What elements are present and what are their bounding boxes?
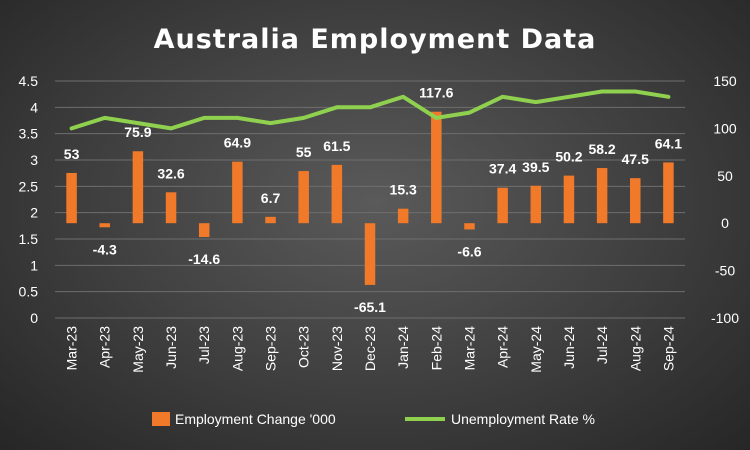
legend-swatch-employment	[152, 412, 170, 426]
bar	[198, 223, 210, 238]
bar	[331, 164, 343, 224]
x-tick-label: Nov-23	[329, 326, 345, 371]
data-label: 32.6	[157, 165, 184, 181]
bar	[563, 175, 575, 224]
bar	[431, 111, 442, 224]
left-tick-label: 0	[30, 310, 38, 326]
x-tick-label: Feb-24	[428, 326, 444, 371]
line-series	[69, 89, 671, 131]
x-tick-label: Jun-23	[163, 326, 179, 369]
right-tick-label: -100	[711, 310, 739, 326]
data-label: 64.1	[655, 135, 682, 151]
bar	[66, 172, 77, 224]
data-label: -14.6	[188, 251, 220, 267]
data-label: 58.2	[588, 141, 615, 157]
right-tick-label: 0	[721, 215, 729, 231]
left-tick-label: 4.5	[19, 73, 39, 89]
bar	[530, 185, 542, 224]
chart-title: Australia Employment Data	[154, 24, 597, 55]
legend: Employment Change '000 Unemployment Rate…	[152, 411, 595, 427]
data-label: 47.5	[622, 151, 649, 167]
bar	[165, 192, 177, 224]
x-tick-label: Aug-24	[627, 326, 643, 371]
bar	[232, 161, 243, 224]
bar	[663, 162, 674, 224]
data-label: 61.5	[323, 138, 350, 154]
data-label: 50.2	[555, 149, 582, 165]
left-tick-label: 3.5	[19, 126, 39, 142]
x-tick-label: Sep-24	[660, 326, 676, 371]
left-tick-label: 3	[30, 152, 38, 168]
x-tick-label: Apr-24	[495, 326, 511, 368]
left-tick-label: 2	[30, 205, 38, 221]
data-label: -65.1	[354, 299, 386, 315]
data-label: 117.6	[419, 85, 453, 101]
x-tick-label: Jul-24	[594, 326, 610, 364]
left-tick-label: 2.5	[19, 178, 39, 194]
bar	[298, 171, 309, 224]
data-label: 15.3	[390, 182, 417, 198]
left-axis: 0 0.5 1 1.5 2 2.5 3 3.5 4 4.5	[19, 73, 39, 326]
left-tick-label: 4	[30, 99, 38, 115]
x-tick-label: Jul-23	[196, 326, 212, 364]
data-label: 6.7	[261, 190, 281, 206]
left-tick-label: 1.5	[19, 231, 39, 247]
x-tick-label: Mar-24	[461, 326, 477, 371]
bar	[132, 151, 144, 224]
right-tick-label: 100	[713, 120, 737, 136]
bar	[99, 223, 110, 228]
x-axis: Mar-23 Apr-23 May-23 Jun-23 Jul-23 Aug-23 Sep-…	[64, 326, 677, 373]
data-label: 53	[64, 146, 80, 162]
unemployment-line	[69, 89, 671, 131]
bar	[630, 178, 641, 224]
x-tick-label: Dec-23	[362, 326, 378, 371]
bar	[497, 187, 508, 224]
left-tick-label: 0.5	[19, 284, 39, 300]
bar	[397, 208, 409, 224]
bar	[464, 223, 475, 230]
right-tick-label: -50	[715, 263, 735, 279]
legend-label-employment: Employment Change '000	[175, 411, 336, 427]
bar	[596, 168, 608, 224]
data-label: 37.4	[489, 161, 516, 177]
bar	[364, 223, 376, 285]
x-tick-label: May-24	[528, 326, 544, 373]
x-tick-label: Oct-23	[296, 326, 312, 368]
data-label: 55	[296, 144, 312, 160]
data-label: 75.9	[124, 124, 151, 140]
right-tick-label: 150	[713, 73, 737, 89]
data-label: -4.3	[93, 241, 117, 257]
x-tick-label: Jun-24	[561, 326, 577, 369]
right-axis: -100 -50 0 50 100 150	[711, 73, 739, 326]
data-label: 39.5	[522, 159, 549, 175]
bar-series	[66, 111, 674, 285]
legend-label-unemployment: Unemployment Rate %	[451, 411, 595, 427]
x-tick-label: May-23	[130, 326, 146, 373]
x-tick-label: Jan-24	[395, 326, 411, 369]
bar-data-labels: 53 -4.3 75.9 32.6 -14.6 64.9 6.7 55 61.5 -65.1 15.…	[64, 85, 682, 315]
data-label: -6.6	[457, 243, 481, 259]
right-tick-label: 50	[717, 168, 733, 184]
x-tick-label: Sep-23	[263, 326, 279, 371]
data-label: 64.9	[224, 135, 251, 151]
x-tick-label: Apr-23	[97, 326, 113, 368]
x-tick-label: Aug-23	[229, 326, 245, 371]
x-tick-label: Mar-23	[64, 326, 80, 371]
bar	[265, 216, 276, 224]
left-tick-label: 1	[30, 257, 38, 273]
